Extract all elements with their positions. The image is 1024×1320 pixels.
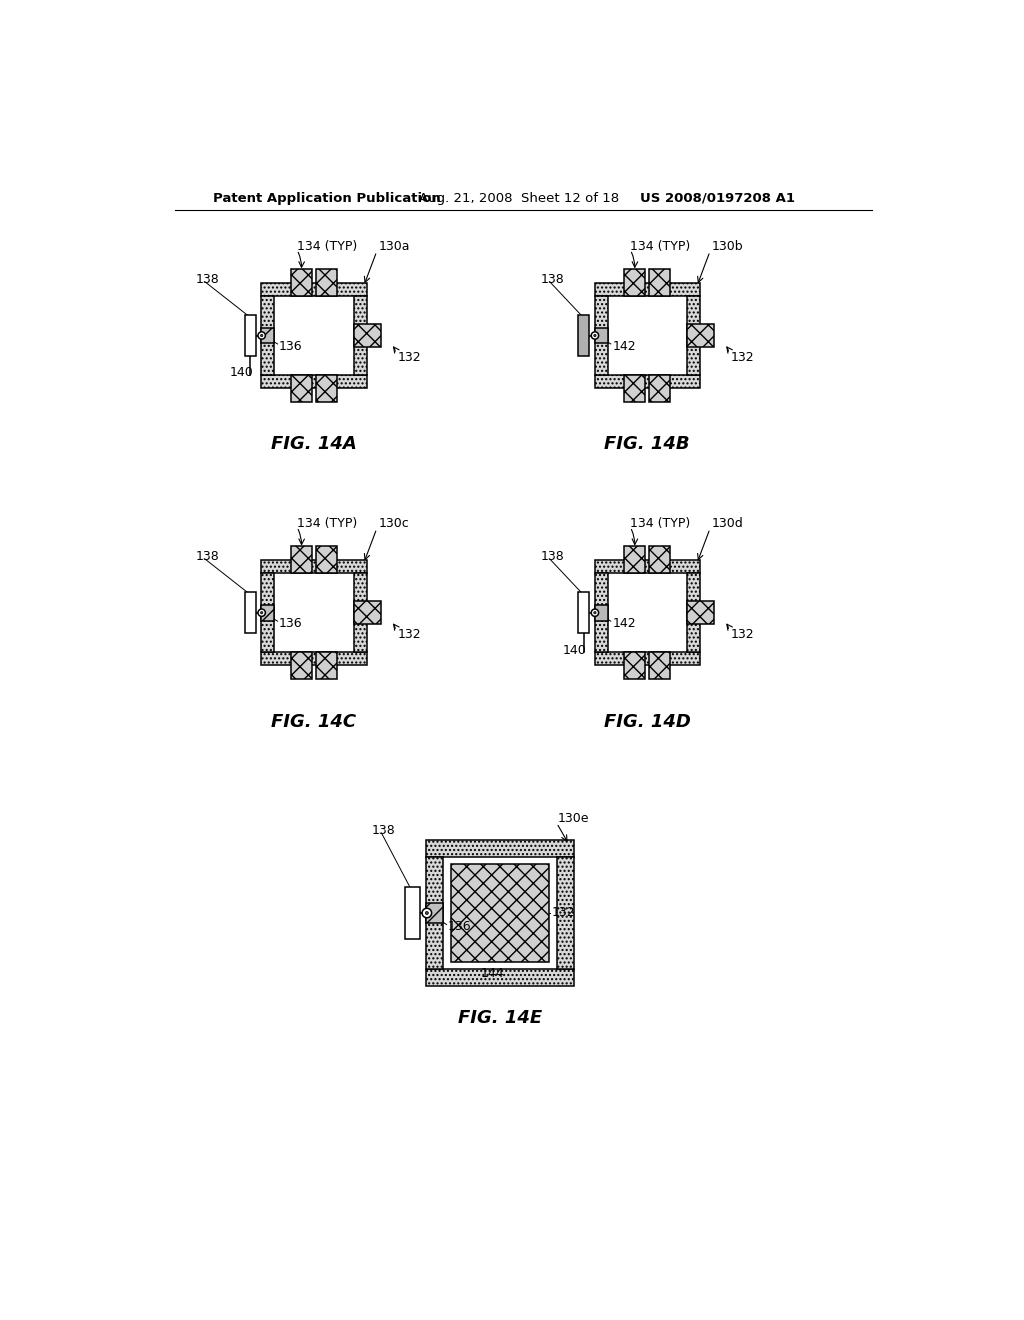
- Text: 136: 136: [280, 616, 303, 630]
- Bar: [624, 269, 645, 296]
- Text: 132: 132: [730, 628, 754, 640]
- Bar: [261, 573, 274, 652]
- Text: 138: 138: [196, 550, 219, 564]
- Bar: [687, 323, 714, 347]
- Text: US 2008/0197208 A1: US 2008/0197208 A1: [640, 191, 795, 205]
- Bar: [291, 375, 312, 403]
- Circle shape: [594, 334, 596, 337]
- Text: 134 (TYP): 134 (TYP): [630, 517, 690, 531]
- Circle shape: [260, 334, 263, 337]
- Bar: [595, 284, 700, 296]
- Text: 132: 132: [552, 907, 575, 920]
- Circle shape: [258, 609, 265, 616]
- Bar: [316, 375, 337, 403]
- Circle shape: [422, 908, 432, 917]
- Bar: [595, 560, 700, 573]
- Bar: [595, 652, 700, 665]
- Bar: [595, 296, 607, 375]
- Bar: [406, 887, 420, 939]
- Text: 142: 142: [612, 339, 636, 352]
- Bar: [624, 375, 645, 403]
- Bar: [353, 323, 381, 347]
- Bar: [261, 605, 274, 620]
- Text: 130b: 130b: [712, 240, 743, 253]
- Bar: [595, 573, 607, 652]
- Bar: [687, 296, 700, 375]
- Bar: [649, 652, 671, 680]
- Bar: [245, 315, 256, 356]
- Bar: [291, 652, 312, 680]
- Text: 130c: 130c: [378, 517, 409, 531]
- Text: 134 (TYP): 134 (TYP): [297, 240, 357, 253]
- Bar: [426, 969, 573, 986]
- Bar: [624, 652, 645, 680]
- Bar: [557, 857, 573, 969]
- Text: Aug. 21, 2008  Sheet 12 of 18: Aug. 21, 2008 Sheet 12 of 18: [419, 191, 618, 205]
- Text: 140: 140: [562, 644, 587, 656]
- Text: 132: 132: [397, 628, 421, 640]
- Circle shape: [591, 331, 599, 339]
- Text: FIG. 14D: FIG. 14D: [604, 713, 690, 730]
- Bar: [261, 560, 367, 573]
- Bar: [261, 284, 367, 296]
- Circle shape: [425, 912, 428, 915]
- Text: 136: 136: [449, 920, 472, 933]
- Bar: [426, 840, 573, 857]
- Bar: [426, 903, 443, 923]
- Text: 134 (TYP): 134 (TYP): [630, 240, 690, 253]
- Text: 138: 138: [541, 550, 564, 564]
- Circle shape: [594, 611, 596, 614]
- Bar: [687, 573, 700, 652]
- Text: 144: 144: [480, 966, 504, 979]
- Circle shape: [591, 609, 599, 616]
- Text: 140: 140: [229, 367, 253, 379]
- Text: 138: 138: [196, 273, 219, 286]
- Text: 136: 136: [280, 339, 303, 352]
- Bar: [291, 269, 312, 296]
- Text: 132: 132: [397, 351, 421, 363]
- Bar: [353, 296, 367, 375]
- Bar: [595, 605, 607, 620]
- Bar: [426, 857, 443, 969]
- Bar: [316, 546, 337, 573]
- Bar: [649, 375, 671, 403]
- Bar: [291, 546, 312, 573]
- Text: 138: 138: [372, 824, 396, 837]
- Text: 132: 132: [730, 351, 754, 363]
- Circle shape: [258, 331, 265, 339]
- Text: FIG. 14C: FIG. 14C: [271, 713, 356, 730]
- Bar: [261, 652, 367, 665]
- Bar: [353, 573, 367, 652]
- Bar: [624, 546, 645, 573]
- Bar: [595, 327, 607, 343]
- Circle shape: [260, 611, 263, 614]
- Bar: [316, 269, 337, 296]
- Bar: [649, 269, 671, 296]
- Bar: [353, 601, 381, 624]
- Text: FIG. 14E: FIG. 14E: [458, 1010, 542, 1027]
- Text: 134 (TYP): 134 (TYP): [297, 517, 357, 531]
- Bar: [452, 865, 549, 961]
- Bar: [316, 652, 337, 680]
- Text: FIG. 14A: FIG. 14A: [271, 436, 357, 453]
- Bar: [687, 601, 714, 624]
- Text: 138: 138: [541, 273, 564, 286]
- Bar: [579, 315, 589, 356]
- Text: 130a: 130a: [378, 240, 410, 253]
- Bar: [261, 296, 274, 375]
- Bar: [261, 375, 367, 388]
- Text: 142: 142: [612, 616, 636, 630]
- Bar: [595, 375, 700, 388]
- Bar: [245, 593, 256, 634]
- Text: 130d: 130d: [712, 517, 743, 531]
- Text: Patent Application Publication: Patent Application Publication: [213, 191, 441, 205]
- Bar: [649, 546, 671, 573]
- Text: FIG. 14B: FIG. 14B: [604, 436, 690, 453]
- Text: 130e: 130e: [558, 812, 590, 825]
- Bar: [261, 327, 274, 343]
- Bar: [579, 593, 589, 634]
